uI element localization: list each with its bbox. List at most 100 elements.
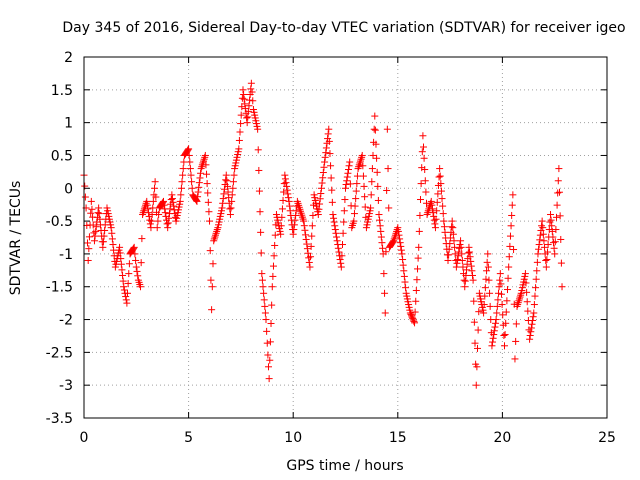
data-point [542,263,550,271]
data-point [290,226,298,234]
data-point [235,145,243,153]
data-point [484,250,492,258]
data-point [445,251,453,259]
data-point [122,293,130,301]
data-point [368,178,376,186]
data-point [551,250,559,258]
data-point [524,307,532,315]
data-point [428,205,436,213]
data-point [281,171,289,179]
data-point [344,169,352,177]
data-point [241,100,249,108]
data-point [200,155,208,163]
data-point [286,202,294,210]
y-tick-label: 0.5 [51,148,73,164]
data-point [132,256,140,264]
data-point [264,351,272,359]
data-point [379,244,387,252]
data-point [551,238,559,246]
data-point [532,284,540,292]
y-tick-labels: -3.5 -3 -2.5 -2 -1.5 -1 -0.5 0 0.5 1 1.5 2 [46,50,73,427]
data-point [469,271,477,279]
data-point [466,253,474,261]
data-point [421,166,429,174]
data-point [266,356,274,364]
data-point [145,209,153,217]
data-point [550,239,558,247]
data-point [320,163,328,171]
data-point [543,256,551,264]
data-point [305,258,313,266]
data-point [548,227,556,235]
data-point [143,197,151,205]
data-point [260,296,268,304]
data-point [317,190,325,198]
data-point [475,308,483,316]
data-point [421,177,429,185]
data-point [454,256,462,264]
data-point [554,189,562,197]
data-point [526,335,534,343]
data-point [206,217,214,225]
data-point [130,244,138,252]
data-point [396,235,404,243]
data-point [420,154,428,162]
data-point [534,250,542,258]
data-point [117,260,125,268]
data-point [285,197,293,205]
data-point [533,258,541,266]
data-point [375,211,383,219]
chart-title: Day 345 of 2016, Sidereal Day-to-day VTE… [62,20,625,36]
data-point [427,199,435,207]
data-point [236,128,244,136]
data-point [486,289,494,297]
data-point [85,245,93,253]
data-point [558,283,566,291]
data-point [331,222,339,230]
data-point [169,198,177,206]
data-point [546,218,554,226]
data-point [527,328,535,336]
data-point [412,297,420,305]
data-point [429,209,437,217]
data-point [124,279,132,287]
data-point [350,210,358,218]
data-point [201,151,209,159]
data-point [353,180,361,188]
data-point [238,94,246,102]
data-point [269,262,277,270]
data-point [277,230,285,238]
data-point [154,217,162,225]
data-point [186,158,194,166]
data-point [431,224,439,232]
data-point [371,112,379,120]
data-point [244,113,252,121]
data-point [378,239,386,247]
data-point [540,237,548,245]
data-point [514,301,522,309]
data-point [400,267,408,275]
data-point [417,196,425,204]
data-point [210,235,218,243]
data-point [107,224,115,232]
data-point [360,182,368,190]
data-point [436,172,444,180]
data-point [449,224,457,232]
data-point [321,153,329,161]
data-point [138,235,146,243]
data-point [261,302,269,310]
data-point [322,149,330,157]
data-point [368,165,376,173]
data-point [142,199,150,207]
data-point [83,239,91,247]
data-point [536,231,544,239]
data-point [480,309,488,317]
x-axis-label: GPS time / hours [286,458,403,474]
data-point [516,293,524,301]
data-point [84,256,92,264]
data-point [463,260,471,268]
data-point [184,146,192,154]
data-point [439,202,447,210]
data-point [229,178,237,186]
data-point [484,263,492,271]
